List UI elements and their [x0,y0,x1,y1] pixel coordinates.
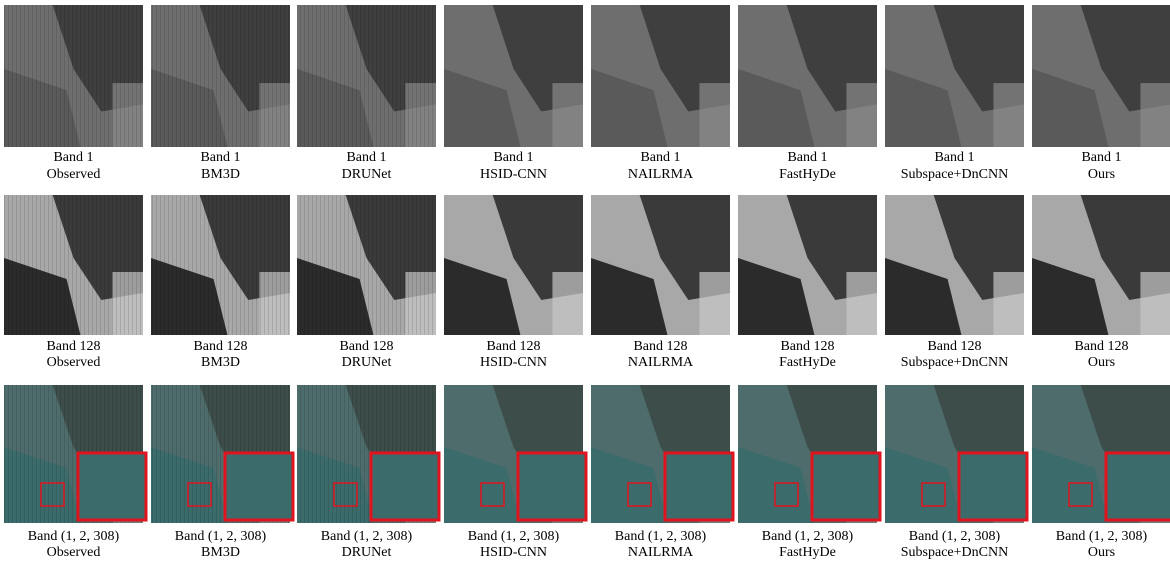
urban-region [699,272,730,335]
caption-band: Band (1, 2, 308) [28,529,120,544]
urban-region [846,272,877,335]
image-panel [738,5,877,147]
image-panel [591,385,733,523]
image-panel [738,385,880,523]
zoom-inset [665,453,733,520]
caption-method: BM3D [201,545,240,560]
caption-method: DRUNet [342,167,392,182]
caption-band: Band (1, 2, 308) [762,529,854,544]
urban-region [1140,83,1170,147]
urban-region [993,272,1024,335]
image-panel [297,5,436,147]
caption-band: Band 1 [200,150,240,165]
urban-region [552,272,583,335]
caption-method: HSID-CNN [480,545,547,560]
image-panel [297,385,439,523]
urban-region [699,83,730,147]
image-panel [4,195,143,335]
image-panel [885,5,1024,147]
noise-stripes [297,195,436,335]
caption-method: BM3D [201,167,240,182]
caption-method: Ours [1088,545,1115,560]
caption-method: DRUNet [342,545,392,560]
caption-method: Ours [1088,355,1115,370]
image-panel [1032,385,1170,523]
caption-method: BM3D [201,355,240,370]
zoom-inset [78,453,146,520]
caption-band: Band (1, 2, 308) [468,529,560,544]
image-panel [297,195,436,335]
image-panel [444,5,583,147]
zoom-inset [959,453,1027,520]
caption-band: Band 128 [46,339,100,354]
image-panel [444,385,586,523]
caption-band: Band (1, 2, 308) [615,529,707,544]
caption-method: FastHyDe [779,167,836,182]
caption-method: NAILRMA [628,355,694,370]
noise-stripes [297,5,436,147]
image-panel [151,195,290,335]
image-panel [4,385,146,523]
caption-method: HSID-CNN [480,355,547,370]
caption-method: DRUNet [342,355,392,370]
image-panel [1032,5,1170,147]
image-panel [885,195,1024,335]
caption-band: Band (1, 2, 308) [175,529,267,544]
caption-method: Subspace+DnCNN [901,167,1008,182]
noise-stripes [4,5,143,147]
caption-band: Band 128 [927,339,981,354]
caption-band: Band (1, 2, 308) [909,529,1001,544]
urban-region [552,83,583,147]
caption-band: Band (1, 2, 308) [1056,529,1148,544]
urban-region [1140,272,1170,335]
image-panel [4,5,143,147]
zoom-inset [1106,453,1170,520]
image-panel [738,195,877,335]
caption-band: Band 1 [787,150,827,165]
noise-stripes [151,5,290,147]
caption-band: Band 128 [1074,339,1128,354]
image-panel [444,195,583,335]
caption-band: Band 1 [1081,150,1121,165]
caption-band: Band 128 [780,339,834,354]
caption-method: Observed [47,167,101,182]
image-panel [591,5,730,147]
caption-band: Band 1 [53,150,93,165]
caption-method: FastHyDe [779,355,836,370]
zoom-inset [518,453,586,520]
figure: Band 1ObservedBand 1BM3DBand 1DRUNetBand… [0,0,1170,561]
image-panel [591,195,730,335]
caption-method: Subspace+DnCNN [901,545,1008,560]
caption-band: Band 128 [339,339,393,354]
image-panel [885,385,1027,523]
image-panel [151,5,290,147]
zoom-inset [371,453,439,520]
image-panel [151,385,293,523]
noise-stripes [151,195,290,335]
urban-region [846,83,877,147]
caption-method: Ours [1088,167,1115,182]
urban-region [993,83,1024,147]
caption-method: NAILRMA [628,167,694,182]
caption-band: Band 128 [486,339,540,354]
zoom-inset [812,453,880,520]
caption-method: HSID-CNN [480,167,547,182]
caption-band: Band 1 [934,150,974,165]
caption-band: Band (1, 2, 308) [321,529,413,544]
caption-method: Observed [47,355,101,370]
caption-method: NAILRMA [628,545,694,560]
noise-stripes [4,195,143,335]
caption-band: Band 1 [493,150,533,165]
zoom-inset [225,453,293,520]
caption-method: Subspace+DnCNN [901,355,1008,370]
caption-method: FastHyDe [779,545,836,560]
caption-band: Band 128 [193,339,247,354]
caption-band: Band 1 [346,150,386,165]
caption-method: Observed [47,545,101,560]
caption-band: Band 1 [640,150,680,165]
image-panel [1032,195,1170,335]
caption-band: Band 128 [633,339,687,354]
